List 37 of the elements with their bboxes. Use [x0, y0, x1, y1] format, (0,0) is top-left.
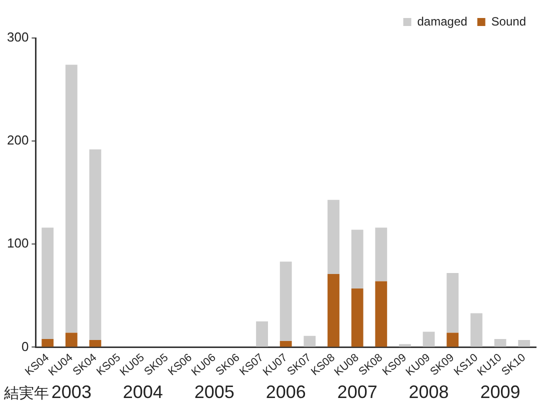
bar	[89, 340, 102, 347]
bar	[375, 228, 388, 282]
bar	[42, 338, 54, 347]
bar	[89, 149, 102, 340]
legend-label: damaged	[417, 14, 468, 28]
bar	[470, 313, 482, 347]
text: 2007	[337, 382, 378, 402]
bar	[280, 341, 292, 347]
bar	[42, 228, 54, 339]
bar	[494, 338, 506, 347]
bar	[65, 332, 78, 347]
bar	[328, 200, 340, 274]
text: 2009	[480, 382, 520, 402]
bar	[256, 321, 268, 347]
bar	[351, 288, 364, 347]
text: 2006	[266, 382, 306, 402]
bar	[422, 332, 435, 347]
bar	[351, 230, 364, 288]
text: 2008	[408, 382, 449, 402]
bar	[280, 262, 292, 342]
y-tick-label: 300	[6, 30, 29, 45]
bar	[446, 272, 459, 333]
text: 2005	[194, 382, 234, 402]
legend-label: Sound	[491, 14, 526, 28]
bar	[375, 281, 388, 347]
y-tick-label: 200	[6, 132, 29, 148]
text: 2004	[122, 382, 163, 402]
text: 結実年	[3, 385, 49, 402]
y-tick-label: 0	[21, 338, 29, 354]
y-tick-label: 100	[6, 236, 29, 251]
text: 2003	[51, 382, 92, 402]
bar	[518, 340, 530, 347]
bar	[399, 344, 411, 347]
bar	[304, 336, 316, 347]
bar	[65, 64, 78, 333]
bar	[328, 274, 340, 347]
bar	[446, 332, 459, 347]
